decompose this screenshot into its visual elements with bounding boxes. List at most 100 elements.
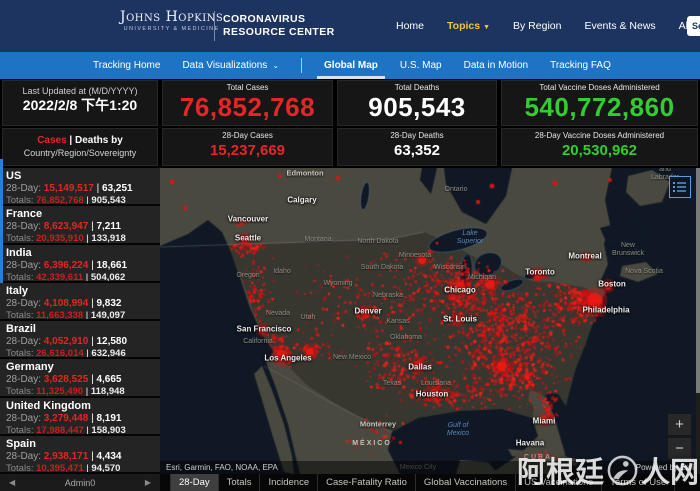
list-header-line2: Country/Region/Sovereignty: [23, 148, 137, 158]
day-cases-value: 3,628,525: [43, 374, 89, 386]
site-title-line2: RESOURCE CENTER: [223, 26, 335, 38]
subnav-item-global-map[interactable]: Global Map: [317, 52, 385, 79]
total-deaths-panel: Total Deaths 905,543: [337, 80, 497, 126]
totals-label: Totals:: [6, 271, 34, 283]
country-name: Italy: [6, 284, 29, 297]
subnav-item-data-in-motion[interactable]: Data in Motion: [464, 52, 528, 79]
day-deaths-value: 63,251: [102, 183, 133, 194]
zoom-out-button[interactable]: −: [667, 437, 692, 460]
totals-label: Totals:: [6, 309, 34, 321]
day28-cases-panel: 28-Day Cases 15,237,669: [162, 128, 333, 166]
pager-next-button[interactable]: ▶: [144, 478, 151, 487]
country-name: Spain: [6, 437, 36, 450]
country-name: United Kingdom: [6, 399, 91, 412]
value-separator: |: [83, 309, 91, 321]
subnav-item-label: Tracking FAQ: [550, 60, 611, 71]
subnav-item-tracking-faq[interactable]: Tracking FAQ: [550, 52, 611, 79]
nav-item-label: By Region: [513, 20, 562, 32]
list-header-panel[interactable]: Cases | Deaths by Country/Region/Soverei…: [2, 128, 158, 166]
country-list-item[interactable]: Spain 28-Day: 2,938,171 | 4,434 Totals: 10…: [0, 435, 160, 474]
subnav-item-label: Data in Motion: [463, 60, 529, 71]
last-updated-label: Last Updated at (M/D/YYYY): [22, 86, 138, 96]
value-separator: |: [88, 259, 97, 271]
totals-label: Totals:: [6, 233, 34, 245]
site-header: Johns Hopkins UNIVERSITY & MEDICINE CORO…: [0, 0, 700, 52]
country-totals-row: Totals: 11,663,338 | 149,097: [6, 309, 158, 321]
totals-label: Totals:: [6, 348, 34, 359]
secondary-nav: Tracking Home Data Visualizations ⌄ Global …: [0, 52, 700, 79]
tab-us-vaccinations[interactable]: US Vaccinations: [516, 474, 603, 491]
nav-item-events-news[interactable]: Events & News: [584, 20, 655, 32]
search-button-label: Search: [692, 21, 700, 31]
day-label: 28-Day:: [6, 297, 42, 309]
country-28day-row: 28-Day: 2,938,171 | 4,434: [6, 451, 158, 463]
nav-item-topics[interactable]: Topics ▼: [447, 20, 490, 32]
value-separator: |: [83, 233, 92, 245]
country-list-item[interactable]: India 28-Day: 6,396,224 | 18,661 Totals: 4…: [0, 244, 160, 283]
map-attribution: Esri, Garmin, FAO, NOAA, EPA Powered by …: [160, 461, 700, 474]
day-cases-value: 8,623,947: [43, 221, 89, 233]
value-separator: |: [88, 297, 97, 309]
total-cases-value: 76,852,768: [179, 92, 316, 122]
tab-case-fatality-ratio[interactable]: Case-Fatality Ratio: [318, 474, 416, 491]
scrollbar-thumb[interactable]: [696, 168, 700, 393]
subnav-item-tracking-home[interactable]: Tracking Home: [93, 52, 160, 79]
value-separator: |: [88, 336, 97, 347]
country-list-item[interactable]: France 28-Day: 8,623,947 | 7,211 Totals: 2…: [0, 206, 160, 245]
nav-item-home[interactable]: Home: [396, 20, 424, 32]
country-list-item[interactable]: United Kingdom 28-Day: 3,279,448 | 8,191 T…: [0, 397, 160, 436]
total-deaths-value: 158,903: [91, 424, 126, 436]
day-deaths-value: 7,211: [96, 221, 121, 233]
country-list-item[interactable]: Italy 28-Day: 4,108,994 | 9,832 Totals: 11…: [0, 282, 160, 321]
subnav-item-us-map[interactable]: U.S. Map: [400, 52, 442, 79]
map-canvas[interactable]: [160, 168, 700, 474]
tab-28-day[interactable]: 28-Day: [170, 474, 219, 491]
country-28day-row: 28-Day: 3,628,525 | 4,665: [6, 374, 158, 386]
search-button[interactable]: Search: [687, 16, 700, 36]
country-name: France: [6, 208, 43, 221]
day-label: 28-Day:: [6, 336, 42, 347]
attribution-sources: Esri, Garmin, FAO, NOAA, EPA: [166, 463, 278, 472]
site-title[interactable]: CORONAVIRUS RESOURCE CENTER: [223, 13, 335, 39]
total-deaths-value: 133,918: [91, 233, 126, 245]
tab-totals[interactable]: Totals: [219, 474, 261, 491]
tab-terms-of-use[interactable]: Terms of Use: [602, 474, 676, 491]
country-list: US 28-Day: 15,149,517 | 63,251 Totals: 76,…: [0, 168, 160, 474]
total-vaccines-panel: Total Vaccine Doses Administered 540,772…: [501, 80, 698, 126]
day-deaths-value: 8,191: [96, 412, 122, 424]
day-deaths-value: 9,832: [96, 297, 122, 309]
country-name: Brazil: [6, 323, 36, 335]
total-deaths-label: Total Deaths: [394, 83, 440, 92]
value-separator: |: [88, 450, 97, 462]
value-separator: |: [88, 221, 97, 233]
total-cases-value: 11,663,338: [36, 309, 84, 321]
day-deaths-value: 12,580: [96, 336, 128, 347]
total-deaths-value: 504,062: [90, 271, 126, 283]
country-totals-row: Totals: 26,616,014 | 632,946: [6, 348, 158, 359]
pager-prev-button[interactable]: ◀: [9, 478, 16, 487]
tab-global-vaccinations[interactable]: Global Vaccinations: [416, 474, 517, 491]
johns-hopkins-logo[interactable]: Johns Hopkins UNIVERSITY & MEDICINE: [120, 9, 223, 32]
total-cases-value: 11,325,490: [36, 386, 84, 398]
country-totals-row: Totals: 17,988,447 | 158,903: [6, 424, 158, 436]
subnav-item-data-visualizations[interactable]: Data Visualizations ⌄: [182, 52, 279, 79]
global-map: and Labrador Edmonton Ontario Calgary Vancou…: [160, 168, 700, 474]
zoom-in-button[interactable]: +: [667, 413, 692, 436]
totals-label: Totals:: [6, 462, 34, 474]
total-deaths-value: 118,948: [90, 386, 125, 398]
header-divider: [214, 11, 215, 41]
legend-toggle-button[interactable]: [669, 176, 691, 198]
chevron-down-icon: ▼: [483, 24, 491, 31]
country-list-item[interactable]: Germany 28-Day: 3,628,525 | 4,665 Totals: …: [0, 359, 160, 398]
country-list-item[interactable]: Brazil 28-Day: 4,052,910 | 12,580 Totals: …: [0, 321, 160, 360]
legend-list-icon: [673, 182, 686, 192]
country-28day-row: 28-Day: 6,396,224 | 18,661: [6, 260, 158, 272]
day-deaths-value: 4,434: [96, 450, 122, 462]
country-list-scrollbar[interactable]: [696, 168, 700, 474]
nav-item-by-region[interactable]: By Region: [513, 20, 561, 32]
country-list-item[interactable]: US 28-Day: 15,149,517 | 63,251 Totals: 76,…: [0, 168, 160, 207]
list-pager: ◀ Admin0 ▶: [0, 474, 160, 491]
country-name: India: [6, 246, 32, 259]
tab-incidence[interactable]: Incidence: [260, 474, 319, 491]
